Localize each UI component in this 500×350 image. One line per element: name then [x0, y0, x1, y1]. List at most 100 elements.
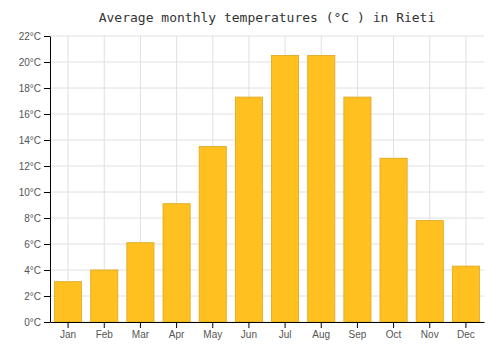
y-tick-mark [44, 296, 50, 297]
bar [308, 56, 335, 323]
bar [452, 266, 479, 322]
bar [199, 147, 226, 323]
y-tick-label: 2°C [24, 291, 41, 302]
x-tick-label: Sep [349, 329, 367, 340]
y-tick-mark [44, 322, 50, 323]
x-tick: May [203, 322, 222, 340]
chart: 0°C 2°C 4°C 6°C 8°C 10°C 12°C 14°C 16°C 18°C 20°C 2… [0, 0, 500, 350]
title: Average monthly temperatures (°C ) in Ri… [99, 10, 436, 25]
y-axis: 0°C 2°C 4°C 6°C 8°C 10°C 12°C 14°C 16°C 18°C 20°C 2… [19, 31, 51, 328]
bar [127, 243, 154, 322]
y-tick: 22°C [19, 31, 50, 42]
y-tick-mark [44, 192, 50, 193]
x-tick-mark [465, 322, 466, 328]
grid-line [50, 166, 484, 167]
y-tick-mark [44, 166, 50, 167]
x-axis: Jan Feb Mar Apr May Jun Jul Aug Sep Oct Nov Dec [51, 322, 485, 340]
x-tick-mark [104, 322, 105, 328]
x-tick-label: Mar [132, 329, 150, 340]
x-tick-mark [285, 322, 286, 328]
y-tick-mark [44, 218, 50, 219]
y-tick-label: 20°C [19, 57, 41, 68]
y-tick: 6°C [24, 239, 50, 250]
y-axis-line [50, 37, 51, 323]
grid-line [50, 192, 484, 193]
y-tick-mark [44, 36, 50, 37]
bar [91, 270, 118, 322]
x-axis-line [51, 322, 485, 323]
y-tick-label: 6°C [24, 239, 41, 250]
bar [163, 204, 190, 322]
x-tick-label: Aug [312, 329, 330, 340]
y-tick: 2°C [24, 291, 50, 302]
x-tick-mark [140, 322, 141, 328]
x-tick-mark [357, 322, 358, 328]
x-tick-label: Jul [279, 329, 292, 340]
x-tick-mark [393, 322, 394, 328]
x-tick: Mar [132, 322, 150, 340]
bar [380, 158, 407, 322]
y-tick-mark [44, 62, 50, 63]
y-tick-label: 18°C [19, 83, 41, 94]
x-tick: Jul [279, 322, 292, 340]
grid-line [50, 114, 484, 115]
y-tick: 12°C [19, 161, 50, 172]
x-tick: Jun [241, 322, 257, 340]
y-tick-label: 10°C [19, 187, 41, 198]
bar [272, 56, 299, 323]
x-tick-mark [248, 322, 249, 328]
grid [50, 36, 484, 322]
grid-line [50, 62, 484, 63]
bar [416, 221, 443, 322]
x-tick-label: Jan [60, 329, 76, 340]
y-tick-mark [44, 270, 50, 271]
x-tick-label: Dec [457, 329, 475, 340]
y-tick-label: 16°C [19, 109, 41, 120]
y-tick-mark [44, 114, 50, 115]
y-tick-label: 4°C [24, 265, 41, 276]
x-tick-label: Feb [96, 329, 114, 340]
x-tick-label: Apr [169, 329, 185, 340]
grid-line [68, 36, 69, 322]
x-tick: Feb [96, 322, 114, 340]
grid-line [50, 36, 484, 37]
plot-area [55, 56, 480, 323]
x-tick-label: Nov [421, 329, 439, 340]
x-tick-label: May [203, 329, 222, 340]
y-tick: 18°C [19, 83, 50, 94]
bar [235, 97, 262, 322]
x-tick: Nov [421, 322, 439, 340]
x-tick-mark [68, 322, 69, 328]
x-tick: Oct [386, 322, 402, 340]
x-tick: Jan [60, 322, 76, 340]
y-tick-label: 22°C [19, 31, 41, 42]
x-tick: Apr [169, 322, 185, 340]
y-tick: 4°C [24, 265, 50, 276]
grid-line [50, 140, 484, 141]
y-tick-label: 12°C [19, 161, 41, 172]
x-tick: Sep [349, 322, 367, 340]
y-tick: 10°C [19, 187, 50, 198]
y-tick-mark [44, 244, 50, 245]
x-tick: Aug [312, 322, 330, 340]
bar [55, 282, 82, 322]
y-tick: 0°C [24, 317, 50, 328]
y-tick-label: 0°C [24, 317, 41, 328]
y-tick-mark [44, 140, 50, 141]
x-tick-label: Oct [386, 329, 402, 340]
y-tick: 14°C [19, 135, 50, 146]
x-tick-label: Jun [241, 329, 257, 340]
y-tick-label: 8°C [24, 213, 41, 224]
x-tick-mark [212, 322, 213, 328]
x-tick-mark [321, 322, 322, 328]
x-tick: Dec [457, 322, 475, 340]
y-tick: 20°C [19, 57, 50, 68]
x-tick-mark [429, 322, 430, 328]
grid-line [50, 218, 484, 219]
y-tick-label: 14°C [19, 135, 41, 146]
x-tick-mark [176, 322, 177, 328]
y-tick-mark [44, 88, 50, 89]
bar [344, 97, 371, 322]
y-tick: 16°C [19, 109, 50, 120]
y-tick: 8°C [24, 213, 50, 224]
